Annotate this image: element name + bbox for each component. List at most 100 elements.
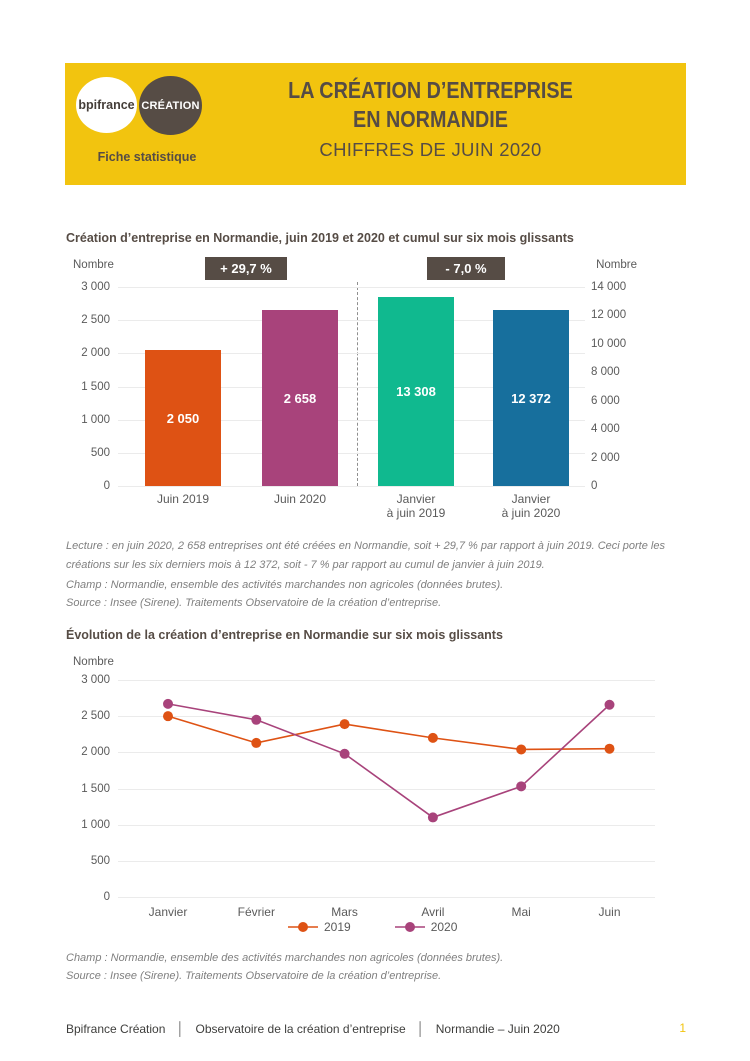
data-point-2020-mars [339, 748, 350, 759]
y-axis-tick: 500 [90, 854, 110, 867]
y-axis-tick-right: 10 000 [591, 337, 627, 350]
y-axis-tick-left: 2 000 [81, 347, 110, 360]
note-lecture: Lecture : en juin 2020, 2 658 entreprise… [66, 540, 665, 571]
x-axis-label: Juin 2020 [273, 492, 327, 506]
data-point-2020-janvier [163, 698, 173, 709]
gridline [118, 320, 585, 322]
gridline [118, 752, 655, 754]
footer-separator: │ [176, 1021, 185, 1036]
note-champ: Champ : Normandie, ensemble des activité… [66, 579, 504, 591]
y-axis-tick: 3 000 [81, 674, 110, 686]
bar-value-label: 2 050 [166, 411, 200, 427]
gridline [118, 824, 655, 826]
y-axis-tick-left: 1 500 [81, 380, 110, 393]
bar-value-label: 2 658 [283, 390, 317, 406]
x-axis-label: Janvier [148, 905, 188, 919]
chart2-axis-unit: Nombre [73, 656, 114, 668]
y-axis-tick: 2 000 [81, 746, 110, 759]
gridline [118, 788, 655, 790]
y-axis-tick-left: 0 [103, 480, 110, 492]
page-title-line1: LA CRÉATION D’ENTREPRISE [288, 77, 573, 103]
y-axis-tick: 1 500 [81, 782, 110, 795]
creation-logo-text: CRÉATION [141, 99, 200, 112]
bar-janvier-à-juin-2020: 12 372 [493, 310, 569, 486]
data-point-2019-janvier [163, 711, 173, 722]
gridline [118, 386, 585, 388]
bar-chart: 3 000 2 500 2 000 1 500 1 000 500 0 14 000 12 00… [81, 281, 626, 520]
legend-item-2019: 2019 [288, 920, 351, 934]
tagline: Fiche statistique [97, 150, 197, 164]
x-axis-label: Avril [421, 905, 445, 919]
bpifrance-logo-text: bpifrance [78, 98, 135, 112]
note-champ-2: Champ : Normandie, ensemble des activité… [66, 952, 504, 964]
y-axis-tick-left: 500 [90, 446, 110, 459]
y-axis-tick-right: 8 000 [591, 366, 620, 379]
gridline [118, 860, 655, 862]
y-axis-tick: 1 000 [81, 818, 110, 831]
y-axis-tick-left: 3 000 [81, 281, 110, 293]
chart1-right-axis-unit: Nombre [596, 259, 637, 271]
y-axis-tick-right: 12 000 [591, 309, 627, 322]
gridline [118, 486, 585, 487]
bar-juin-2020: 2 658 [262, 309, 338, 486]
x-axis-label: Mars [331, 905, 358, 919]
bar-janvier-à-juin-2019: 13 308 [378, 296, 454, 486]
y-axis-tick-right: 0 [591, 480, 598, 492]
creation-logo: CRÉATION [139, 76, 202, 135]
chart2-notes: Champ : Normandie, ensemble des activité… [66, 951, 688, 983]
gridline [118, 680, 655, 681]
y-axis-tick-right: 14 000 [591, 281, 627, 293]
series-line-2020 [167, 703, 611, 819]
gridline [118, 452, 585, 454]
y-axis-tick-right: 4 000 [591, 423, 620, 436]
legend-label-2020: 2020 [430, 920, 458, 934]
chart1-notes: Lecture : en juin 2020, 2 658 entreprise… [66, 537, 688, 610]
data-point-2020-juin [604, 699, 615, 710]
gridline [118, 897, 655, 898]
variation-badge-month: + 29,7 % [205, 257, 287, 280]
page-number: 1 [679, 1021, 686, 1035]
gridline [118, 287, 585, 288]
bpifrance-logo: bpifrance [76, 77, 137, 133]
gridline [118, 353, 585, 355]
footer-separator: │ [416, 1021, 425, 1036]
footer: Bpifrance Création │ Observatoire de la cr… [66, 1021, 626, 1036]
legend-item-2020: 2020 [394, 920, 458, 934]
line-chart: 3 000 2 500 2 000 1 500 1 000 500 0 Janvier Févr… [81, 674, 655, 919]
data-point-2020-mai [516, 781, 527, 792]
y-axis-tick-right: 6 000 [591, 394, 620, 407]
chart2-title: Évolution de la création d’entreprise en… [66, 628, 503, 642]
data-point-2019-mars [339, 719, 350, 730]
data-point-2019-juin [604, 743, 615, 754]
x-axis-label: Juin 2019 [156, 492, 210, 506]
y-axis-tick-right: 2 000 [591, 451, 620, 464]
x-axis-label: Février [237, 905, 275, 919]
data-point-2020-avril [427, 812, 438, 823]
note-source-2: Source : Insee (Sirene). Traitements Obs… [66, 970, 442, 982]
chart-legend: 2019 2020 [288, 920, 457, 934]
bar-value-label: 13 308 [396, 384, 436, 400]
footer-item-region-date: Normandie – Juin 2020 [435, 1022, 560, 1036]
legend-label-2019: 2019 [324, 920, 351, 934]
footer-item-brand: Bpifrance Création [66, 1022, 166, 1036]
page-title-line2: EN NORMANDIE [353, 106, 508, 132]
x-axis-label: Juin [598, 905, 621, 919]
x-axis-label: Janvier à juin 2020 [501, 492, 561, 520]
bar-value-label: 12 372 [511, 391, 551, 407]
header-banner: bpifrance CRÉATION Fiche statistique LA … [65, 63, 686, 185]
data-point-2019-avril [427, 732, 438, 743]
gridline [118, 716, 655, 718]
y-axis-tick-left: 2 500 [81, 314, 110, 327]
y-axis-tick: 2 500 [81, 710, 110, 723]
legend-marker-2020-icon [394, 922, 425, 932]
gridline [118, 419, 585, 421]
series-line-2019 [167, 715, 610, 751]
line-chart-svg [163, 698, 615, 823]
legend-marker-2019-icon [288, 922, 318, 932]
data-point-2019-mai [516, 744, 527, 755]
y-axis-tick-left: 1 000 [81, 413, 110, 426]
page-subtitle: CHIFFRES DE JUIN 2020 [319, 139, 542, 160]
data-point-2020-février [251, 714, 262, 725]
data-point-2019-février [251, 737, 262, 748]
